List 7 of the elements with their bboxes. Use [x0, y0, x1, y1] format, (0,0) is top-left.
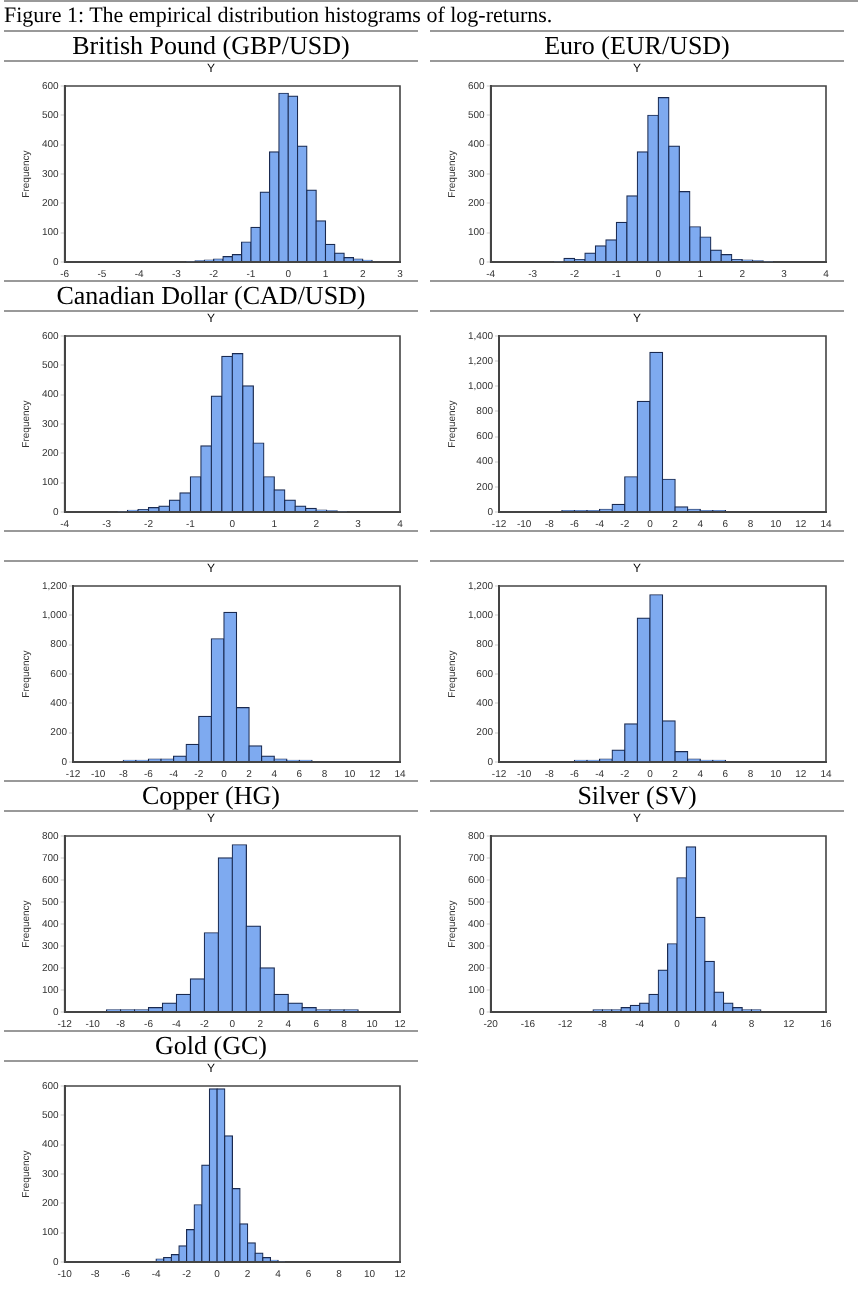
chart-title: Copper (HG)	[142, 780, 280, 810]
chart-title: Canadian Dollar (CAD/USD)	[56, 280, 366, 310]
chart-title: Silver (SV)	[577, 780, 697, 810]
chart-title: Gold (GC)	[155, 1030, 267, 1060]
chart-title: Euro (EUR/USD)	[544, 30, 730, 60]
chart-title: British Pound (GBP/USD)	[72, 30, 350, 60]
caption: Figure 1: The empirical distribution histograms of log-returns.	[4, 0, 858, 30]
